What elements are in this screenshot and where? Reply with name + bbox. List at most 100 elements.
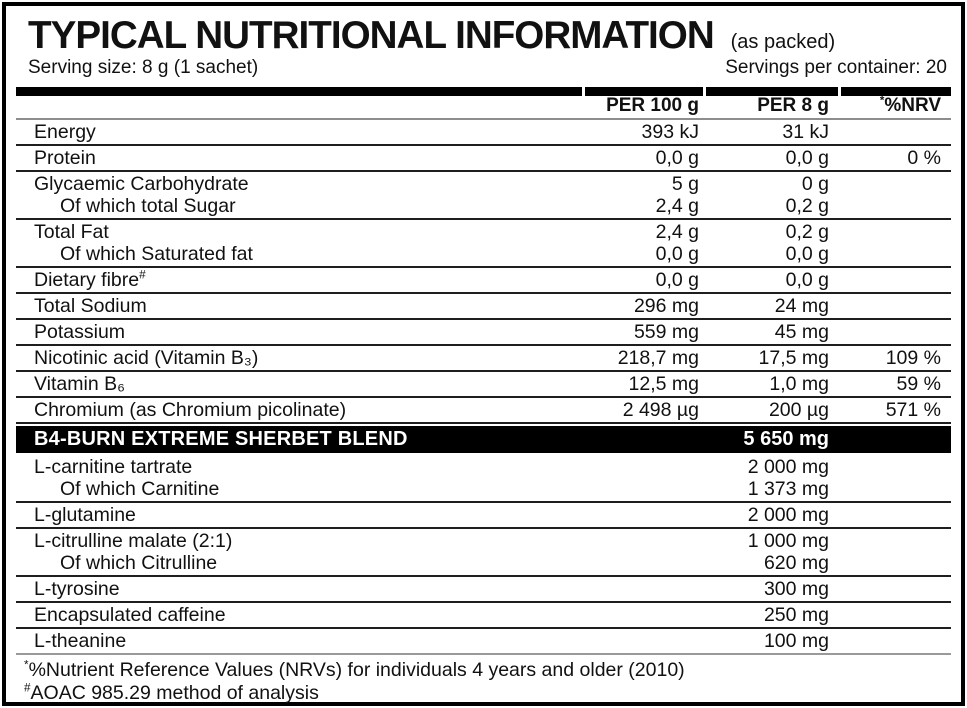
table-group: Energy 393 kJ 31 kJ [16, 120, 951, 146]
table-group: Nicotinic acid (Vitamin B₃) 218,7 mg 17,5 … [16, 346, 951, 372]
blend-band: B4-BURN EXTREME SHERBET BLEND 5 650 mg [16, 426, 951, 453]
table-row: L-theanine 100 mg [16, 630, 951, 652]
table-row: Of which Citrulline 620 mg [16, 552, 951, 574]
value-per8: 24 mg [774, 294, 829, 317]
value-per8: 200 µg [768, 398, 829, 421]
table-group: Total Sodium 296 mg 24 mg [16, 294, 951, 320]
table-group: Dietary fibre# 0,0 g 0,0 g [16, 268, 951, 294]
table-row: L-citrulline malate (2:1) 1 000 mg [16, 530, 951, 552]
table-row: Dietary fibre# 0,0 g 0,0 g [16, 269, 951, 291]
label-footnote-marker: # [139, 268, 146, 281]
value-per8: 0,0 g [785, 268, 829, 291]
nutrient-label: L-carnitine tartrate [34, 455, 193, 478]
table-group: L-citrulline malate (2:1) 1 000 mg Of whic… [16, 529, 951, 577]
value-per100: 2,4 g [655, 194, 699, 217]
nutrient-label: Of which Citrulline [60, 551, 218, 574]
value-per100: 296 mg [633, 294, 699, 317]
table-group: Potassium 559 mg 45 mg [16, 320, 951, 346]
value-per100: 0,0 g [655, 242, 699, 265]
value-per8: 17,5 mg [758, 346, 829, 369]
value-per100: 559 mg [633, 320, 699, 343]
nutrient-label: Dietary fibre# [34, 268, 146, 291]
table-row: Total Fat 2,4 g 0,2 g [16, 221, 951, 243]
value-per8: 2 000 mg [747, 455, 829, 478]
value-per8: 1 000 mg [747, 529, 829, 552]
table-row: L-glutamine 2 000 mg [16, 504, 951, 526]
serving-size: Serving size: 8 g (1 sachet) [28, 57, 259, 78]
table-row: Protein 0,0 g 0,0 g 0 % [16, 147, 951, 169]
footnote-nrv-marker: * [24, 658, 29, 672]
column-header-nrv: *%NRV [879, 94, 941, 116]
divider-segment-label [16, 87, 582, 96]
table-group: Vitamin B₆ 12,5 mg 1,0 mg 59 % [16, 372, 951, 398]
value-per8: 1,0 mg [769, 372, 829, 395]
table-row: L-carnitine tartrate 2 000 mg [16, 456, 951, 478]
value-per8: 1 373 mg [747, 477, 829, 500]
value-per100: 5 g [671, 172, 699, 195]
table-row: L-tyrosine 300 mg [16, 578, 951, 600]
value-per8: 100 mg [763, 629, 829, 652]
value-per100: 2 498 µg [622, 398, 699, 421]
nutrient-label: Of which Saturated fat [60, 242, 253, 265]
value-per8: 250 mg [763, 603, 829, 626]
table-row: Nicotinic acid (Vitamin B₃) 218,7 mg 17,5 … [16, 347, 951, 369]
nutrient-label: L-tyrosine [34, 577, 120, 600]
value-per8: 31 kJ [782, 120, 829, 143]
table-row: Of which total Sugar 2,4 g 0,2 g [16, 195, 951, 217]
table-row: Potassium 559 mg 45 mg [16, 321, 951, 343]
nutrient-label: Total Sodium [34, 294, 147, 317]
table-row: Of which Saturated fat 0,0 g 0,0 g [16, 243, 951, 265]
divider-segment-nrv [841, 87, 951, 96]
table-group: Protein 0,0 g 0,0 g 0 % [16, 146, 951, 172]
nutrients-table: Energy 393 kJ 31 kJ Protein 0,0 g 0,0 g 0 % Gly… [16, 120, 951, 424]
table-row: Energy 393 kJ 31 kJ [16, 121, 951, 143]
value-per100: 218,7 mg [617, 346, 699, 369]
value-per100: 2,4 g [655, 220, 699, 243]
value-per8: 300 mg [763, 577, 829, 600]
value-per8: 45 mg [774, 320, 829, 343]
nutrient-label: Potassium [34, 320, 126, 343]
divider-segment-per8 [706, 87, 838, 96]
table-group: Total Fat 2,4 g 0,2 g Of which Saturated fa… [16, 220, 951, 268]
nutrient-label: Vitamin B₆ [34, 372, 125, 395]
value-per8: 620 mg [763, 551, 829, 574]
table-group: L-carnitine tartrate 2 000 mg Of which Car… [16, 455, 951, 503]
column-headers: PER 100 g PER 8 g *%NRV [16, 94, 951, 120]
title-row: TYPICAL NUTRITIONAL INFORMATION (as pack… [16, 16, 951, 55]
footnote-nrv: *%Nutrient Reference Values (NRVs) for i… [24, 658, 685, 681]
value-per8: 0 g [801, 172, 829, 195]
value-nrv: 109 % [885, 346, 941, 369]
nutrient-label: Glycaemic Carbohydrate [34, 172, 249, 195]
blend-name: B4-BURN EXTREME SHERBET BLEND [34, 428, 408, 450]
nutrient-label: Total Fat [34, 220, 109, 243]
table-row: Encapsulated caffeine 250 mg [16, 604, 951, 626]
table-group: L-theanine 100 mg [16, 629, 951, 655]
footnotes: *%Nutrient Reference Values (NRVs) for i… [16, 659, 951, 705]
nutrient-label: Nicotinic acid (Vitamin B₃) [34, 346, 259, 369]
value-per8: 0,0 g [785, 146, 829, 169]
nutrient-label: L-citrulline malate (2:1) [34, 529, 233, 552]
table-row: Of which Carnitine 1 373 mg [16, 478, 951, 500]
page-title: TYPICAL NUTRITIONAL INFORMATION [28, 14, 715, 57]
table-row: Total Sodium 296 mg 24 mg [16, 295, 951, 317]
nutrient-label: Encapsulated caffeine [34, 603, 226, 626]
value-nrv: 571 % [885, 398, 941, 421]
divider-segment-per100 [585, 87, 703, 96]
footnote-aoac: #AOAC 985.29 method of analysis [24, 681, 319, 704]
nutrient-label: Chromium (as Chromium picolinate) [34, 398, 347, 421]
table-group: Chromium (as Chromium picolinate) 2 498 µ… [16, 398, 951, 424]
nutrient-label: Protein [34, 146, 96, 169]
table-group: L-glutamine 2 000 mg [16, 503, 951, 529]
nutrient-label: Of which total Sugar [60, 194, 236, 217]
value-per8: 0,2 g [785, 194, 829, 217]
value-per100: 393 kJ [641, 120, 699, 143]
value-nrv: 59 % [896, 372, 941, 395]
value-per100: 0,0 g [655, 146, 699, 169]
blend-table: L-carnitine tartrate 2 000 mg Of which Car… [16, 455, 951, 655]
footnote-aoac-marker: # [24, 681, 31, 695]
title-suffix: (as packed) [730, 31, 836, 53]
table-row: Chromium (as Chromium picolinate) 2 498 µ… [16, 399, 951, 421]
